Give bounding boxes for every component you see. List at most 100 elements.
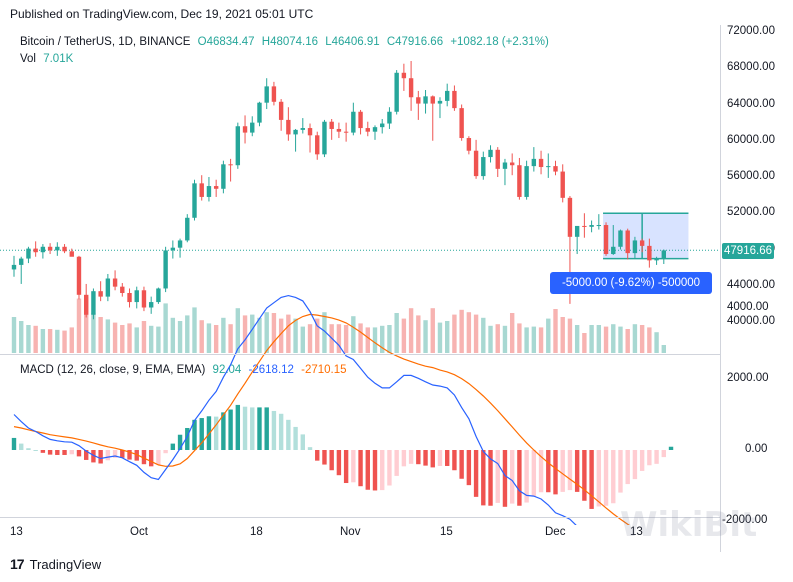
volume-bar — [69, 327, 74, 353]
candle — [264, 78, 269, 110]
macd-hist-bar — [40, 450, 46, 453]
macd-hist-bar — [423, 450, 428, 466]
candle — [120, 283, 125, 297]
pane-separator[interactable] — [0, 354, 720, 355]
volume-bar — [488, 325, 493, 353]
macd-hist-bar — [11, 437, 17, 450]
candle — [654, 256, 659, 265]
macd-hist-bar — [105, 450, 111, 461]
symbol-title[interactable]: Bitcoin / TetherUS, 1D, BINANCE — [20, 36, 191, 48]
volume-bar — [199, 320, 204, 353]
macd-signal-value: -2710.15 — [301, 364, 347, 376]
macd-hist-bar — [307, 447, 313, 450]
macd-hist-bar — [47, 450, 53, 455]
volume-bar — [596, 325, 602, 353]
candle — [416, 90, 421, 120]
macd-hist-bar — [358, 450, 363, 487]
candle — [343, 122, 349, 142]
macd-hist-bar — [213, 416, 219, 450]
candle — [618, 229, 623, 250]
candle — [250, 116, 255, 137]
volume-bar — [185, 315, 190, 353]
volume-bar — [84, 297, 89, 353]
volume-bar — [401, 318, 407, 353]
macd-hist-bar — [481, 450, 486, 506]
volume-bar — [177, 321, 183, 353]
candle — [358, 109, 363, 135]
candle — [473, 139, 479, 179]
volume-bar — [647, 327, 652, 353]
macd-hist-bar — [120, 450, 125, 458]
macd-hist-bar — [387, 450, 392, 486]
candle — [632, 236, 638, 259]
candle — [69, 248, 74, 257]
macd-hist-bar — [517, 450, 522, 506]
volume-bar — [509, 313, 515, 353]
macd-hist-bar — [235, 404, 241, 450]
macd-hist-bar — [351, 450, 356, 483]
volume-bar — [430, 308, 435, 353]
macd-hist-bar — [567, 450, 573, 491]
volume-bar — [213, 325, 219, 353]
volume-bar — [524, 327, 529, 353]
volume-bar — [315, 318, 320, 353]
candle — [387, 107, 392, 129]
macd-hist-bar — [365, 450, 370, 490]
macd-legend[interactable]: MACD (12, 26, close, 9, EMA, EMA) 92.04 … — [20, 364, 351, 376]
volume-bar — [235, 308, 241, 353]
macd-hist-bar — [228, 409, 233, 450]
volume-bar — [466, 312, 472, 353]
macd-hist-bar — [98, 450, 103, 464]
candle — [430, 95, 435, 141]
candle — [351, 102, 356, 136]
macd-layer — [11, 294, 674, 525]
candle — [33, 241, 38, 257]
candle — [408, 61, 414, 111]
candle — [62, 244, 67, 254]
candle — [98, 281, 103, 302]
volume-bar — [560, 317, 565, 353]
price-tick-label: 40000.00 — [727, 315, 775, 327]
macd-hist-bar — [538, 450, 544, 493]
volume-bar — [517, 323, 522, 353]
volume-bar — [625, 329, 630, 353]
volume-bar — [358, 323, 363, 353]
macd-hist-bar — [257, 407, 262, 450]
volume-value: 7.01K — [43, 53, 74, 65]
candle — [495, 147, 500, 177]
chart-canvas[interactable] — [0, 25, 720, 525]
current-price-label: 47916.66 — [722, 243, 774, 259]
volume-layer — [11, 297, 666, 353]
volume-bar — [293, 318, 298, 353]
candle — [445, 83, 450, 107]
candle — [661, 249, 666, 264]
volume-bar — [394, 313, 399, 353]
volume-bar — [206, 323, 212, 353]
candle — [625, 228, 630, 260]
macd-hist-bar — [611, 450, 616, 504]
candle — [163, 246, 168, 293]
candle — [459, 104, 464, 141]
candle — [611, 225, 616, 255]
volume-bar — [228, 324, 233, 353]
price-tick-label: 52000.00 — [727, 206, 775, 219]
macd-hist-bar — [589, 450, 594, 509]
volume-bar — [365, 327, 370, 353]
volume-legend[interactable]: Vol 7.01K — [20, 53, 77, 65]
macd-hist-bar — [336, 450, 342, 476]
volume-bar — [105, 319, 111, 353]
candle — [170, 240, 176, 259]
macd-hist-bar — [271, 410, 277, 450]
volume-bar — [141, 321, 147, 353]
footer-brand[interactable]: 17 TradingView — [10, 556, 101, 572]
volume-bar — [11, 317, 17, 353]
macd-hist-bar — [452, 450, 457, 471]
candle — [127, 288, 132, 308]
change-value: +1082.18 (+2.31%) — [450, 36, 549, 48]
measure-tool-box[interactable] — [603, 212, 689, 260]
macd-hist-bar — [242, 406, 248, 450]
volume-bar — [416, 315, 421, 353]
macd-hist-bar — [582, 450, 587, 501]
volume-bar — [242, 315, 248, 353]
macd-hist-bar — [26, 448, 31, 450]
